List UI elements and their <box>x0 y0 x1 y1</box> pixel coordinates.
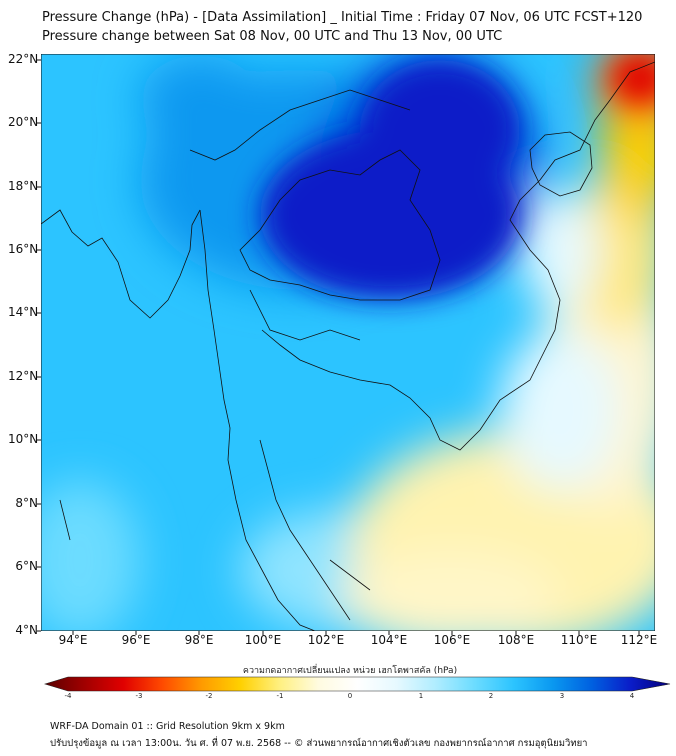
lon-label: 94°E <box>58 633 88 647</box>
lon-label: 112°E <box>620 633 658 647</box>
colorbar-title: ความกดอากาศเปลี่ยนแปลง หน่วย เฮกโตพาสคัล… <box>242 666 458 676</box>
map-subtitle: Pressure change between Sat 08 Nov, 00 U… <box>42 29 503 44</box>
lon-label: 106°E <box>433 633 471 647</box>
lat-label: 22°N <box>8 52 39 66</box>
colorbar-tick: 3 <box>559 692 565 700</box>
coastlines <box>41 61 655 631</box>
lat-label: 16°N <box>8 242 39 256</box>
colorbar-scale <box>43 676 671 692</box>
colorbar-tick: -2 <box>205 692 213 700</box>
lat-label: 14°N <box>8 305 39 319</box>
lat-label: 8°N <box>15 496 38 510</box>
lon-label: 96°E <box>121 633 151 647</box>
colorbar-tick: 0 <box>347 692 353 700</box>
lon-label: 102°E <box>307 633 345 647</box>
lat-label: 20°N <box>8 115 39 129</box>
footer-credit: ปรับปรุงข้อมูล ณ เวลา 13:00น. วัน ศ. ที่… <box>50 738 588 749</box>
colorbar-tick: 4 <box>629 692 635 700</box>
map-title: Pressure Change (hPa) - [Data Assimilati… <box>42 10 643 25</box>
lon-label: 110°E <box>560 633 598 647</box>
pressure-change-map <box>37 54 655 635</box>
lat-label: 10°N <box>8 432 39 446</box>
colorbar-tick: -1 <box>276 692 284 700</box>
colorbar-tick: 1 <box>418 692 424 700</box>
axis-ticks <box>37 59 640 635</box>
colorbar-tick: 2 <box>488 692 494 700</box>
colorbar-tick: -4 <box>64 692 72 700</box>
lat-label: 18°N <box>8 179 39 193</box>
lat-label: 4°N <box>15 623 38 637</box>
pressure-field <box>41 54 655 631</box>
lon-label: 104°E <box>370 633 408 647</box>
lon-label: 98°E <box>184 633 214 647</box>
colorbar <box>43 676 671 692</box>
lon-label: 108°E <box>497 633 535 647</box>
lat-label: 6°N <box>15 559 38 573</box>
footer-domain-info: WRF-DA Domain 01 :: Grid Resolution 9km … <box>50 721 285 732</box>
colorbar-tick: -3 <box>135 692 143 700</box>
lon-label: 100°E <box>244 633 282 647</box>
lat-label: 12°N <box>8 369 39 383</box>
